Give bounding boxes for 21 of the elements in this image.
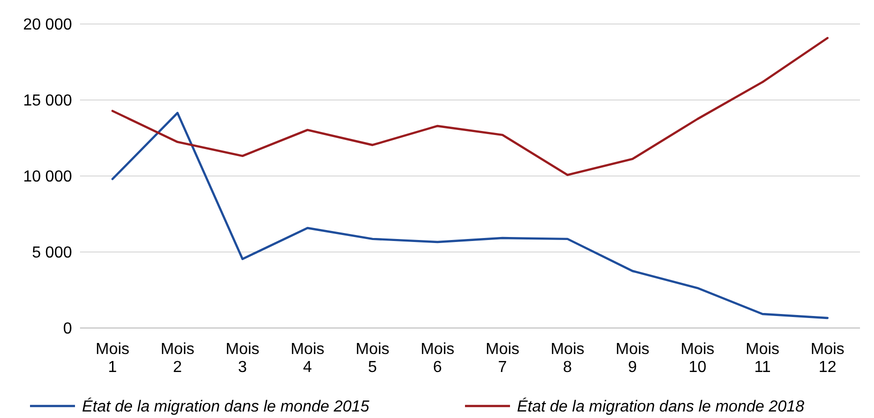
y-tick-label: 0 <box>63 320 72 338</box>
x-tick-label: Mois 12 <box>810 341 844 376</box>
x-tick-label: Mois 4 <box>290 341 324 376</box>
x-tick-label: Mois 1 <box>96 341 130 376</box>
y-tick-label: 5 000 <box>32 244 72 262</box>
y-tick-label: 15 000 <box>23 92 72 110</box>
y-tick-label: 10 000 <box>23 168 72 186</box>
y-tick-label: 20 000 <box>23 16 72 34</box>
x-tick-label: Mois 7 <box>486 341 520 376</box>
x-tick-label: Mois 2 <box>160 341 194 376</box>
line-series <box>111 112 829 320</box>
line-series <box>111 36 829 176</box>
x-tick-label: Mois 9 <box>616 341 650 376</box>
x-tick-label: Mois 3 <box>226 341 260 376</box>
x-tick-label: Mois 8 <box>550 341 584 376</box>
x-tick-label: Mois 11 <box>746 341 780 376</box>
x-tick-label: Mois 6 <box>420 341 454 376</box>
x-tick-label: Mois 5 <box>356 341 390 376</box>
x-tick-label: Mois 10 <box>680 341 714 376</box>
legend-label: État de la migration dans le monde 2015 <box>82 398 370 416</box>
legend-label: État de la migration dans le monde 2018 <box>517 398 804 416</box>
